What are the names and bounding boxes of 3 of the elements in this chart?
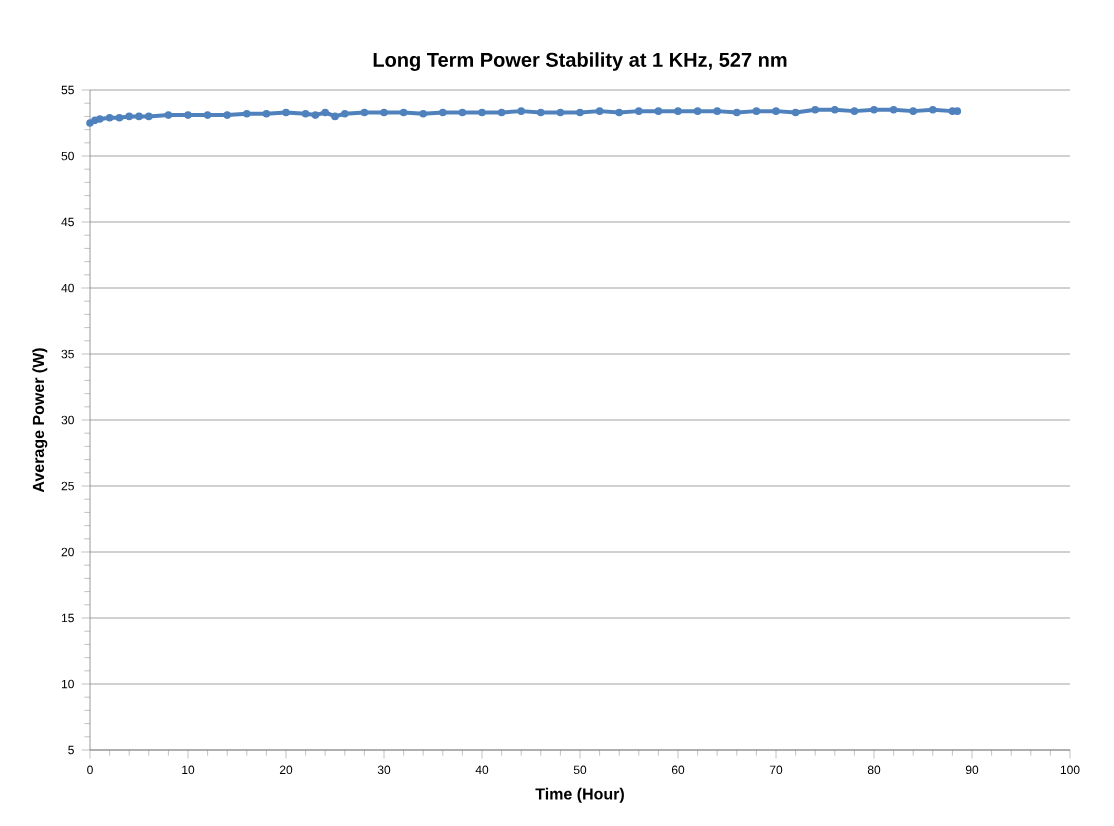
x-axis-title: Time (Hour) xyxy=(535,787,624,803)
chart-title: Long Term Power Stability at 1 KHz, 527 nm xyxy=(373,52,787,71)
y-axis-title: Average Power (W) xyxy=(32,348,48,493)
